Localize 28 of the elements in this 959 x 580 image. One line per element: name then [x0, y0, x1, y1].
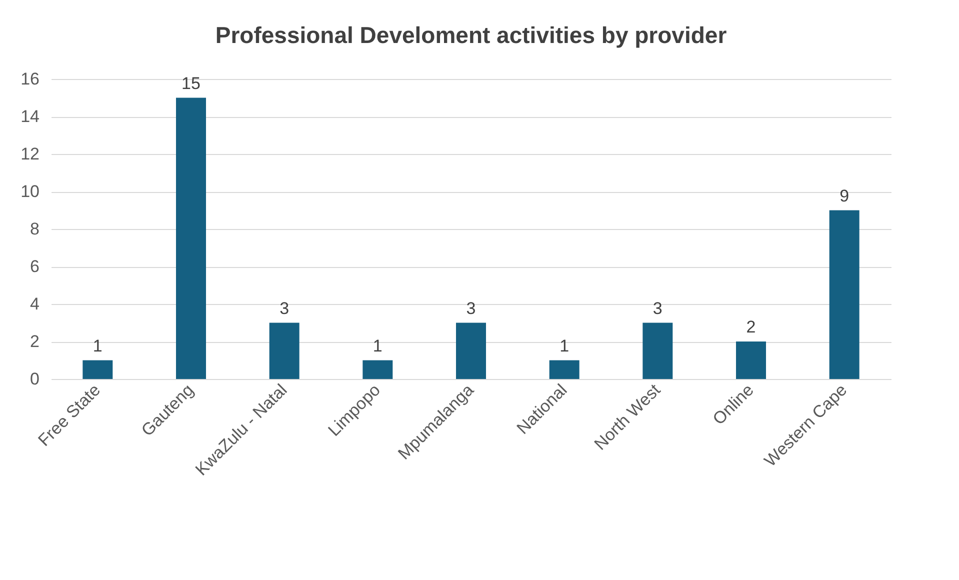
y-tick-label: 4 [30, 294, 40, 314]
chart-title: Professional Develoment activities by provider [215, 22, 727, 48]
bar [549, 360, 580, 379]
y-tick-label: 10 [20, 182, 40, 201]
data-label: 3 [652, 298, 662, 318]
y-tick-label: 8 [30, 220, 40, 238]
y-tick-label: 6 [30, 257, 40, 276]
data-label: 3 [280, 298, 290, 318]
data-label: 1 [560, 336, 570, 356]
data-label: 1 [92, 336, 102, 356]
bar [176, 98, 206, 379]
y-tick-label: 12 [20, 144, 40, 164]
y-tick-label: 0 [30, 370, 40, 388]
bar [269, 322, 300, 379]
bar [642, 322, 673, 379]
data-label: 9 [840, 186, 850, 206]
y-tick-label: 14 [20, 107, 40, 126]
bar [736, 342, 766, 379]
y-tick-label: 16 [20, 70, 40, 88]
bar [456, 322, 486, 379]
bar [829, 210, 860, 379]
y-tick-label: 2 [30, 332, 40, 351]
bar [362, 360, 393, 379]
data-label: 1 [372, 336, 382, 356]
data-label: 3 [466, 298, 476, 318]
bar [82, 360, 113, 379]
data-label: 15 [182, 74, 200, 93]
data-label: 2 [746, 318, 756, 336]
